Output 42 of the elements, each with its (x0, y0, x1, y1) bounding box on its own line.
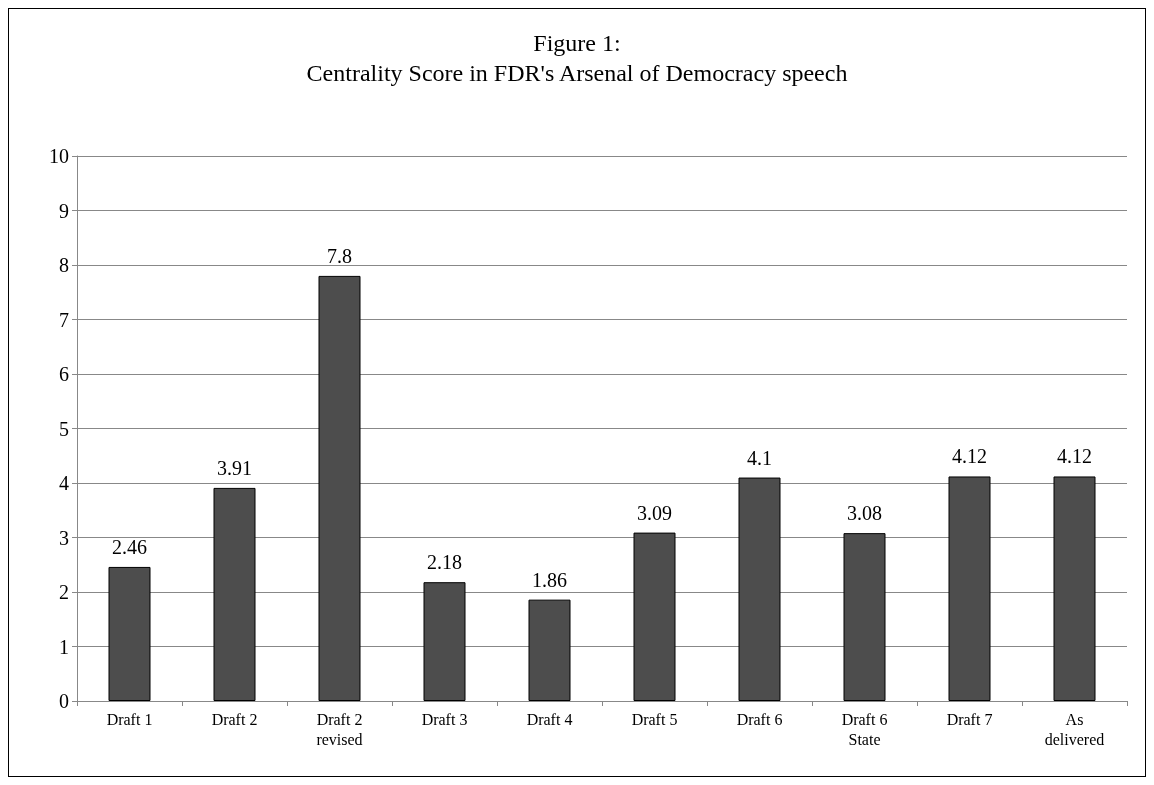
y-tick-label: 5 (59, 417, 69, 440)
x-tick-label: Draft 3 (421, 710, 468, 728)
data-label: 4.12 (952, 445, 987, 468)
y-tick-label: 3 (59, 526, 69, 549)
chart-title: Figure 1: Centrality Score in FDR's Arsenal of Democracy speech (306, 30, 848, 86)
data-label: 3.08 (847, 502, 882, 525)
bar (843, 533, 886, 701)
bar (738, 477, 781, 701)
x-tick-label: Draft 5 (631, 710, 678, 728)
y-tick-label: 1 (59, 635, 69, 658)
x-tick-label: Draft 6 (736, 710, 783, 728)
data-label: 2.46 (112, 535, 147, 558)
y-tick-label: 0 (59, 690, 69, 712)
data-label: 4.12 (1057, 445, 1092, 468)
y-tick-label: 7 (59, 308, 69, 331)
data-label: 3.09 (637, 501, 672, 524)
bar (213, 487, 256, 701)
x-tick-label: Draft 1 (106, 710, 153, 728)
x-tick-label: As delivered (1044, 710, 1105, 748)
bar (633, 532, 676, 701)
y-tick-label: 6 (59, 363, 69, 385)
y-tick-label: 10 (49, 145, 69, 167)
data-label: 4.1 (747, 446, 772, 469)
data-label: 1.86 (532, 568, 567, 591)
data-label: 2.18 (427, 551, 462, 574)
x-tick-label: Draft 2 (211, 710, 258, 728)
y-tick-label: 4 (59, 472, 69, 494)
bar (1053, 476, 1096, 701)
x-tick-label: Draft 7 (946, 710, 993, 728)
bar (423, 582, 466, 701)
bar (528, 599, 571, 701)
x-tick-label: Draft 2 revised (316, 710, 363, 748)
data-label: 7.8 (327, 244, 352, 267)
x-tick-label: Draft 6 State (841, 710, 888, 748)
bar (948, 476, 991, 701)
x-tick-label: Draft 4 (526, 710, 573, 728)
y-tick-label: 9 (59, 199, 69, 222)
bar (318, 275, 361, 701)
y-tick-label: 2 (59, 581, 69, 603)
data-label: 3.91 (217, 456, 252, 479)
y-tick-label: 8 (59, 254, 69, 276)
bar (108, 566, 151, 701)
